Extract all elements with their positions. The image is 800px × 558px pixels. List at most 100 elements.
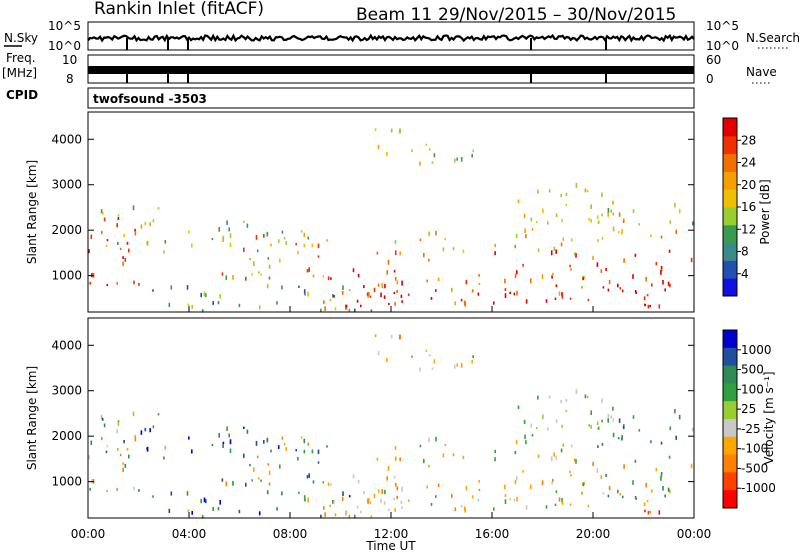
heatmap-cell: [285, 447, 287, 451]
heatmap-cell: [270, 449, 272, 453]
heatmap-cell: [393, 476, 396, 479]
heatmap-cell: [360, 510, 362, 514]
heatmap-cell: [430, 503, 433, 506]
heatmap-cell: [596, 468, 599, 473]
heatmap-cell: [304, 293, 306, 296]
heatmap-cell: [226, 220, 228, 225]
y-tick-label: 3000: [51, 178, 82, 192]
heatmap-cell: [504, 278, 506, 284]
heatmap-cell: [545, 299, 548, 303]
heatmap-cell: [211, 238, 214, 241]
heatmap-cell: [103, 217, 106, 222]
heatmap-cell: [411, 149, 413, 152]
heatmap-cell: [401, 300, 403, 303]
heatmap-cell: [116, 488, 118, 491]
heatmap-cell: [607, 494, 610, 498]
heatmap-cell: [307, 497, 309, 503]
heatmap-cell: [124, 257, 127, 262]
heatmap-cell: [203, 497, 206, 503]
heatmap-cell: [516, 476, 518, 481]
velocity-colorbar-tick-label: 25: [741, 402, 756, 416]
heatmap-cell: [662, 280, 664, 285]
velocity-colorbar-swatch: [723, 472, 737, 491]
heatmap-cell: [276, 507, 278, 511]
heatmap-cell: [692, 427, 694, 432]
heatmap-cell: [283, 443, 286, 446]
y-tick-label: 1000: [51, 269, 82, 283]
heatmap-cell: [530, 217, 533, 222]
heatmap-cell: [123, 234, 125, 238]
heatmap-cell: [268, 470, 271, 475]
heatmap-cell: [555, 419, 558, 423]
heatmap-cell: [386, 152, 388, 157]
heatmap-cell: [668, 249, 671, 253]
heatmap-cell: [430, 297, 433, 300]
heatmap-cell: [649, 304, 651, 308]
heatmap-cell: [646, 500, 649, 503]
heatmap-cell: [465, 280, 468, 285]
heatmap-cell: [575, 388, 578, 394]
power-colorbar-swatch: [723, 207, 737, 226]
velocity-colorbar-tick-label: -500: [741, 461, 768, 475]
heatmap-cell: [322, 481, 325, 484]
heatmap-cell: [674, 408, 676, 414]
heatmap-cell: [221, 272, 224, 276]
heatmap-cell: [561, 498, 563, 503]
heatmap-cell: [390, 334, 393, 339]
nave-tick-bottom: 0: [706, 72, 714, 86]
heatmap-cell: [105, 450, 108, 454]
heatmap-cell: [281, 230, 284, 234]
heatmap-cell: [575, 253, 577, 258]
heatmap-cell: [419, 367, 421, 372]
heatmap-cell: [357, 479, 360, 484]
heatmap-cell: [587, 504, 590, 508]
heatmap-cell: [524, 434, 526, 440]
heatmap-cell: [692, 221, 694, 226]
heatmap-cell: [222, 237, 224, 242]
heatmap-cell: [426, 279, 428, 283]
x-tick-label: 00:00: [71, 527, 106, 541]
heatmap-cell: [377, 351, 380, 356]
heatmap-cell: [551, 275, 553, 279]
power-heatmap-cells: [88, 128, 694, 313]
heatmap-cell: [426, 485, 428, 489]
heatmap-cell: [201, 515, 204, 519]
heatmap-cell: [258, 477, 260, 480]
heatmap-cell: [133, 486, 135, 491]
y-tick-label: 2000: [51, 223, 82, 237]
heatmap-cell: [106, 489, 108, 493]
heatmap-cell: [620, 232, 623, 235]
heatmap-cell: [157, 207, 160, 210]
heatmap-cell: [300, 230, 303, 233]
heatmap-cell: [529, 278, 532, 284]
heatmap-cell: [655, 262, 658, 266]
heatmap-cell: [400, 500, 403, 505]
heatmap-cell: [584, 188, 587, 193]
heatmap-cell: [333, 501, 335, 504]
heatmap-cell: [667, 281, 670, 286]
heatmap-cell: [561, 292, 563, 297]
heatmap-cell: [383, 295, 386, 299]
heatmap-cell: [561, 500, 564, 505]
heatmap-cell: [363, 285, 365, 289]
heatmap-cell: [669, 426, 672, 431]
y-tick-label: 4000: [51, 132, 82, 146]
heatmap-cell: [494, 449, 496, 454]
heatmap-cell: [360, 304, 362, 308]
heatmap-cell: [327, 276, 330, 281]
velocity-colorbar-tick-label: -100: [741, 442, 768, 456]
heatmap-cell: [581, 491, 583, 495]
heatmap-cell: [423, 252, 425, 258]
freq-unit-label: [MHz]: [2, 66, 37, 80]
heatmap-cell: [327, 482, 330, 487]
cpid-value: twofsound -3503: [93, 92, 207, 106]
x-tick-label: 20:00: [576, 527, 611, 541]
heatmap-cell: [334, 307, 337, 311]
velocity-colorbar-swatch: [723, 365, 737, 384]
heatmap-cell: [270, 243, 272, 247]
heatmap-cell: [664, 494, 666, 498]
heatmap-cell: [312, 274, 315, 278]
heatmap-cell: [381, 283, 383, 289]
power-colorbar-label: Power [dB]: [758, 179, 772, 244]
